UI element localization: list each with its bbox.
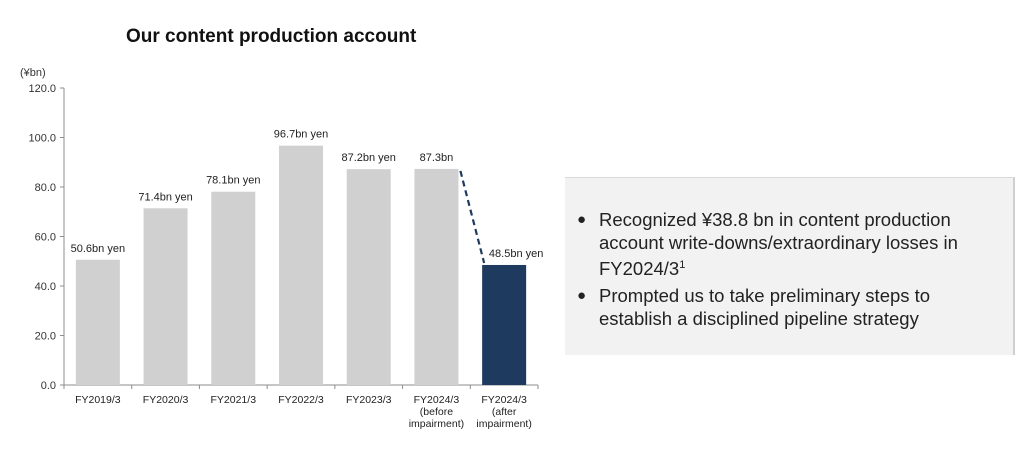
x-tick-label: impairment) [476, 418, 531, 430]
bar [279, 145, 323, 385]
x-tick-label: FY2024/3 [481, 394, 527, 406]
bullet-icon: ● [577, 287, 587, 305]
x-tick-label: FY2024/3 [414, 394, 460, 406]
x-tick-label: FY2022/3 [278, 394, 324, 406]
bullet-text: Prompted us to take preliminary steps to… [599, 285, 931, 330]
y-tick-label: 80.0 [35, 182, 56, 194]
x-tick-label: FY2020/3 [143, 394, 189, 406]
x-tick-label: (before [420, 406, 453, 418]
impairment-connector-line [459, 170, 486, 264]
x-tick-label: FY2019/3 [75, 394, 121, 406]
bullet-text: Recognized ¥38.8 bn in content productio… [599, 209, 958, 280]
y-tick-label: 100.0 [28, 133, 56, 145]
y-axis-unit-label: (¥bn) [20, 67, 46, 79]
bullet-icon: ● [577, 211, 587, 228]
data-label: 71.4bn yen [138, 191, 192, 203]
bullet-item: ● Prompted us to take preliminary steps … [575, 284, 997, 330]
data-label: 87.3bn [420, 152, 454, 164]
x-tick-label: FY2021/3 [211, 394, 257, 406]
bar [75, 259, 120, 385]
bullet-item: ● Recognized ¥38.8 bn in content product… [575, 208, 997, 280]
chart-title: Our content production account [126, 26, 417, 47]
data-label: 48.5bn yen [489, 248, 543, 260]
bar [482, 264, 527, 385]
data-label: 50.6bn yen [71, 243, 125, 255]
data-label: 78.1bn yen [206, 175, 260, 187]
y-tick-label: 20.0 [35, 331, 56, 343]
x-tick-label: (after [492, 406, 517, 418]
y-tick-label: 120.0 [28, 83, 56, 95]
y-tick-label: 60.0 [35, 232, 56, 244]
y-tick-label: 40.0 [35, 281, 56, 293]
bar [414, 168, 459, 385]
x-tick-label: FY2023/3 [346, 394, 392, 406]
bar [143, 208, 188, 385]
x-tick-label: impairment) [409, 418, 464, 430]
bar [346, 169, 391, 385]
bar [211, 191, 256, 385]
data-label: 87.2bn yen [341, 152, 395, 164]
data-label: 96.7bn yen [274, 129, 328, 141]
y-tick-label: 0.0 [41, 380, 56, 392]
footnote-marker: 1 [679, 259, 686, 271]
key-points-box: ● Recognized ¥38.8 bn in content product… [565, 177, 1015, 355]
